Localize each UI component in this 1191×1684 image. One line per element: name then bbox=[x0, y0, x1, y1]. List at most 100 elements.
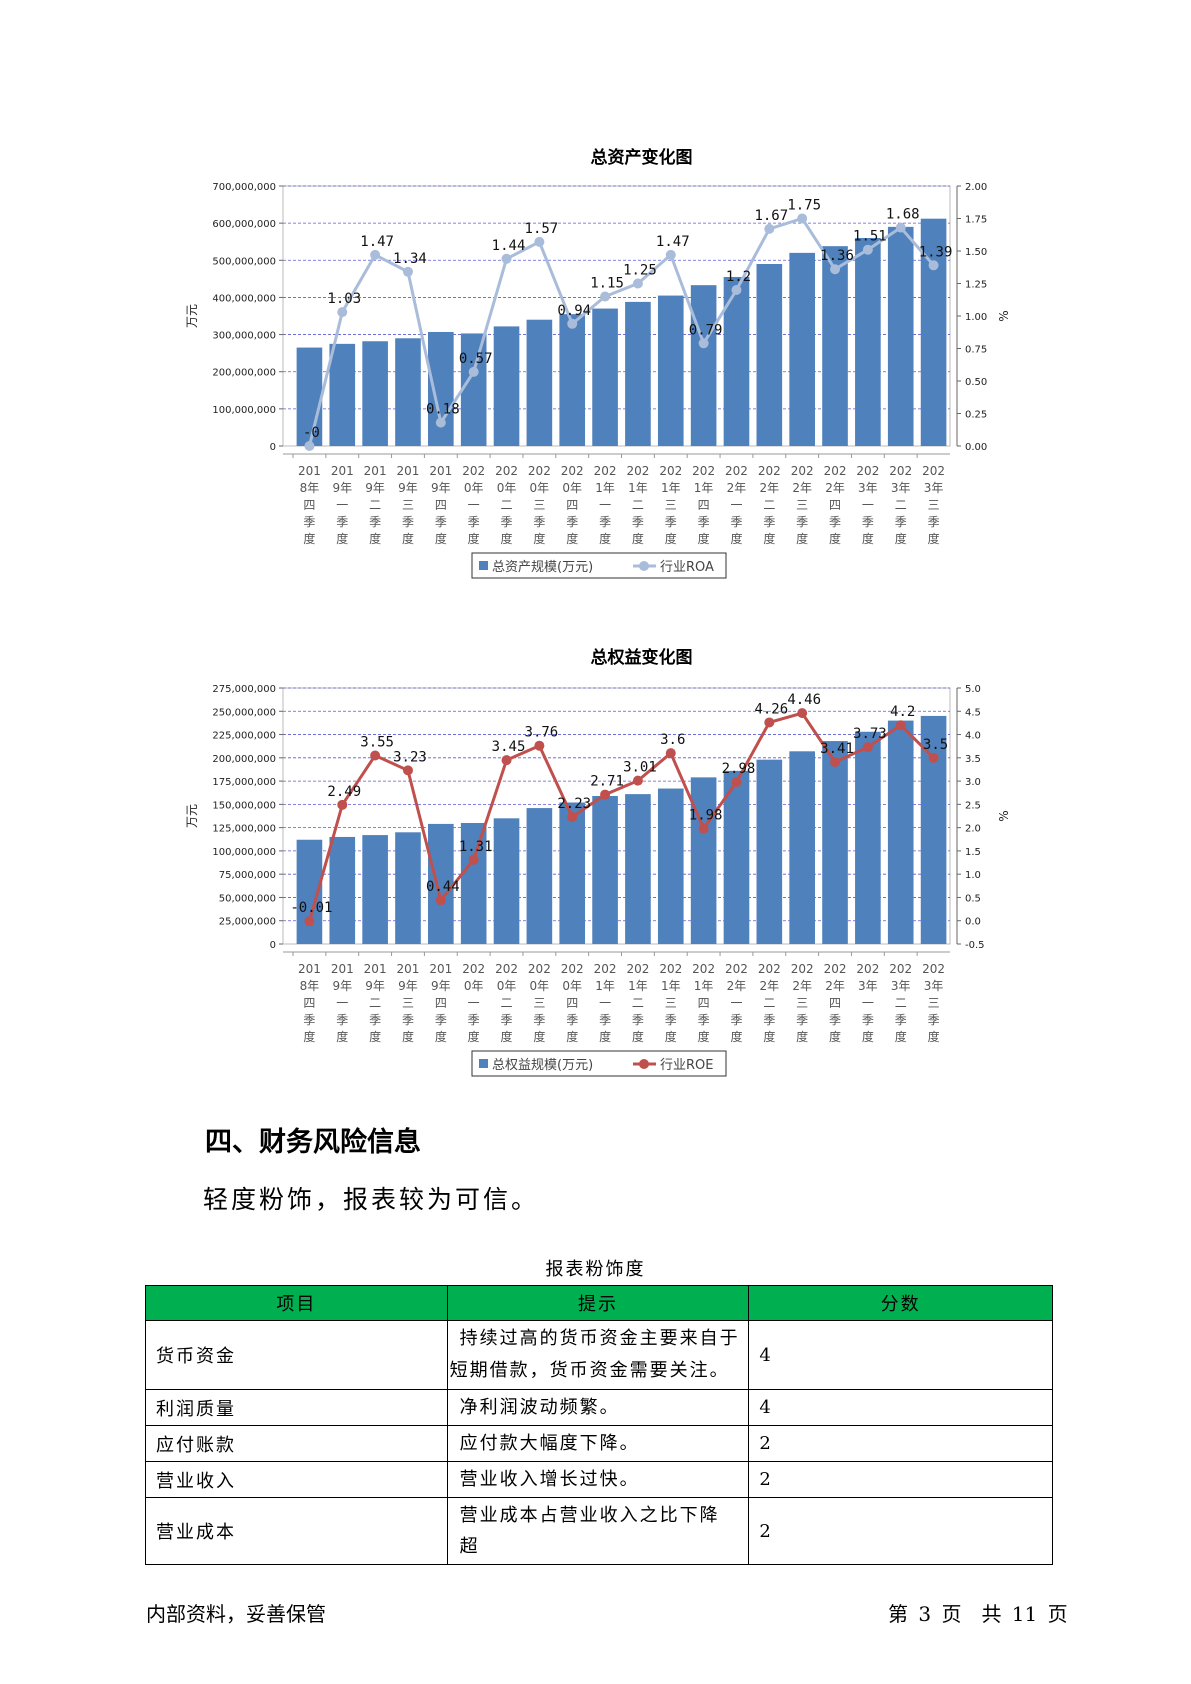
legend-label-bar: 总权益规模(万元) bbox=[492, 1057, 593, 1073]
bar bbox=[493, 818, 520, 944]
x-tick-label: 201 9年三季度 bbox=[397, 962, 420, 1044]
data-label: 1.25 bbox=[623, 263, 657, 279]
y-tick-label: 150,000,000 bbox=[212, 800, 276, 811]
y2-tick-label: 4.5 bbox=[965, 707, 981, 718]
line-point bbox=[764, 223, 775, 234]
x-tick-label: 202 3年二季度 bbox=[889, 962, 912, 1044]
bar bbox=[362, 835, 388, 944]
section-summary: 轻度粉饰，报表较为可信。 bbox=[203, 1185, 540, 1214]
legend-swatch-dot bbox=[639, 561, 649, 571]
y2-tick-label: 0.25 bbox=[965, 410, 987, 421]
line-point bbox=[468, 854, 479, 865]
x-tick-label: 202 2年三季度 bbox=[791, 962, 814, 1044]
y-tick-label: 225,000,000 bbox=[212, 731, 276, 742]
data-label: 1.47 bbox=[656, 234, 690, 250]
bar bbox=[493, 326, 520, 446]
series-line bbox=[307, 711, 935, 922]
x-tick-label: 202 2年一季度 bbox=[725, 962, 748, 1044]
line-point bbox=[567, 318, 578, 329]
x-tick-label: 202 1年一季度 bbox=[594, 464, 617, 546]
row-score: 2 bbox=[748, 1425, 1053, 1462]
y2-tick-label: 0.00 bbox=[965, 442, 987, 453]
total-assets-chart: 总资产变化图 700,000,000 600,000,000 500,000,000 4… bbox=[0, 140, 1191, 580]
y2-tick-label: 5.0 bbox=[965, 684, 981, 695]
data-label: 1.67 bbox=[754, 208, 788, 224]
x-tick-label: 201 9年三季度 bbox=[397, 464, 420, 546]
bar bbox=[822, 741, 848, 944]
x-tick-label: 202 0年一季度 bbox=[462, 464, 485, 546]
legend: 总资产规模(万元) 行业ROA bbox=[471, 552, 727, 579]
x-tick-label: 202 3年一季度 bbox=[856, 464, 879, 546]
bar bbox=[559, 314, 586, 446]
legend-label-line: 行业ROE bbox=[660, 1058, 713, 1073]
line-point bbox=[370, 750, 381, 761]
table-row: 应付账款 应付款大幅度下降。 2 bbox=[145, 1425, 1053, 1462]
line-point bbox=[337, 307, 348, 318]
risk-table: 项目 提示 分数 货币资金 持续过高的货币资金主要来自于短期借款，货币资金需要关… bbox=[145, 1285, 1053, 1565]
line-point bbox=[567, 811, 578, 822]
y2-tick-label: 1.0 bbox=[965, 870, 981, 881]
data-label: 0.57 bbox=[459, 351, 493, 367]
bar bbox=[887, 226, 914, 446]
bar bbox=[395, 832, 421, 944]
x-tick-label: 202 1年二季度 bbox=[626, 464, 649, 546]
bar bbox=[362, 341, 388, 446]
x-tick-label: 202 2年二季度 bbox=[758, 962, 781, 1044]
x-tick-label: 201 9年四季度 bbox=[429, 962, 452, 1044]
row-score: 4 bbox=[748, 1320, 1053, 1390]
line-point bbox=[337, 799, 348, 810]
y2-tick-label: 2.0 bbox=[965, 824, 981, 835]
x-tick-label: 202 1年三季度 bbox=[659, 962, 682, 1044]
bar bbox=[395, 338, 421, 446]
line-point bbox=[402, 266, 413, 277]
x-tick-label: 202 3年三季度 bbox=[922, 464, 945, 546]
x-tick-label: 201 8年四季度 bbox=[298, 962, 321, 1044]
data-label: 4.26 bbox=[754, 701, 788, 717]
data-label: 1.03 bbox=[327, 291, 361, 307]
chart-title: 总资产变化图 bbox=[591, 147, 693, 168]
line-point bbox=[862, 244, 873, 255]
line-point bbox=[764, 717, 775, 728]
y-tick-label: 275,000,000 bbox=[212, 684, 276, 695]
y-tick-label: 200,000,000 bbox=[212, 368, 276, 379]
y-tick-label: 25,000,000 bbox=[219, 917, 276, 928]
line-point bbox=[501, 755, 512, 766]
line-point bbox=[501, 253, 512, 264]
legend-label-line: 行业ROA bbox=[660, 560, 714, 575]
y-tick-label: 50,000,000 bbox=[219, 893, 276, 904]
line-point bbox=[534, 740, 545, 751]
bar bbox=[625, 301, 651, 446]
bar bbox=[460, 822, 487, 944]
header-item: 项目 bbox=[145, 1285, 448, 1321]
bar bbox=[690, 777, 717, 944]
row-tip: 营业成本占营业收入之比下降超 bbox=[446, 1497, 750, 1565]
line-point bbox=[435, 895, 446, 906]
y-tick-label: 175,000,000 bbox=[212, 777, 276, 788]
row-item: 应付账款 bbox=[145, 1425, 448, 1462]
series-line bbox=[307, 216, 935, 447]
data-label: 1.51 bbox=[853, 229, 887, 245]
bar bbox=[690, 285, 717, 446]
data-label: 0.79 bbox=[689, 322, 723, 338]
y2-tick-label: 2.5 bbox=[965, 800, 981, 811]
table-row: 营业成本 营业成本占营业收入之比下降超 2 bbox=[145, 1497, 1053, 1565]
y-tick-label: 300,000,000 bbox=[212, 331, 276, 342]
y2-tick-label: -0.5 bbox=[965, 940, 985, 951]
bar bbox=[526, 808, 553, 944]
line-point bbox=[534, 236, 545, 247]
bar bbox=[428, 331, 454, 446]
row-item: 营业收入 bbox=[145, 1461, 448, 1498]
data-label: 3.01 bbox=[623, 760, 657, 776]
x-tick-label: 201 9年二季度 bbox=[364, 464, 387, 546]
data-label: 2.71 bbox=[590, 774, 624, 790]
bar bbox=[329, 343, 356, 446]
y-tick-label: 75,000,000 bbox=[219, 870, 276, 881]
x-tick-label: 202 1年四季度 bbox=[692, 962, 715, 1044]
x-tick-label: 202 1年二季度 bbox=[626, 962, 649, 1044]
line-point bbox=[402, 765, 413, 776]
line-point bbox=[797, 708, 808, 719]
bar bbox=[625, 794, 651, 944]
row-tip: 持续过高的货币资金主要来自于短期借款，货币资金需要关注。 bbox=[446, 1320, 750, 1390]
y-tick-label: 0 bbox=[270, 940, 276, 951]
y2-tick-label: 1.75 bbox=[965, 215, 987, 226]
